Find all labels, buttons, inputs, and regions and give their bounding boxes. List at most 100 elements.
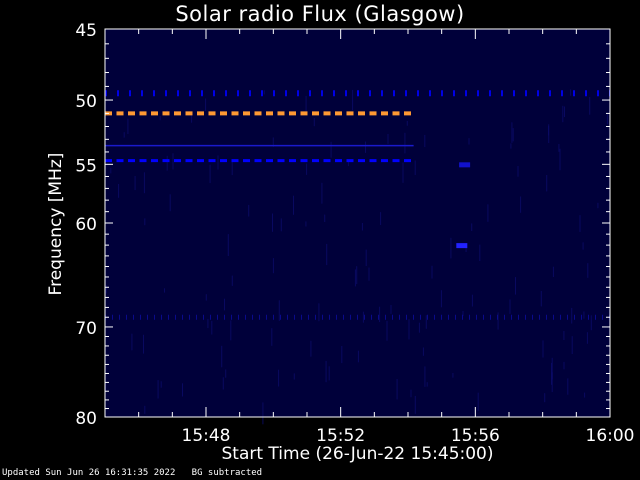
noise-streak [386, 320, 388, 341]
noise-streak [431, 265, 433, 279]
noise-streak [583, 311, 585, 319]
noise-streak [542, 340, 544, 358]
noise-streak [540, 291, 542, 307]
noise-streak [164, 288, 165, 293]
noise-streak [380, 212, 382, 225]
noise-streak [221, 345, 223, 368]
noise-streak [224, 298, 225, 311]
noise-streak [278, 369, 280, 387]
noise-streak [160, 381, 162, 388]
noise-streak [222, 377, 224, 390]
noise-streak [330, 141, 332, 158]
noise-streak [123, 132, 125, 138]
noise-streak [248, 204, 250, 217]
noise-streak [558, 144, 560, 152]
noise-streak [209, 164, 211, 184]
noise-streak [563, 331, 565, 340]
noise-streak [313, 118, 315, 127]
noise-streak [341, 346, 343, 364]
noise-streak [159, 116, 161, 121]
noise-streak [465, 247, 467, 252]
noise-streak [479, 244, 481, 261]
noise-streak [426, 382, 428, 387]
noise-streak [487, 204, 489, 222]
noise-streak [144, 218, 146, 226]
noise-streak [520, 196, 522, 213]
noise-streak [418, 322, 420, 333]
noise-streak [424, 366, 426, 387]
noise-streak [310, 340, 312, 357]
noise-streak [143, 172, 145, 194]
noise-streak [563, 361, 565, 370]
y-tick-label: 70 [75, 319, 97, 339]
noise-streak [118, 184, 120, 198]
noise-streak [410, 389, 412, 398]
noise-streak [293, 373, 295, 380]
noise-streak [404, 132, 406, 154]
noise-streak [562, 105, 564, 123]
noise-streak [157, 380, 159, 399]
noise-streak [471, 294, 473, 307]
x-tick-label: 15:56 [451, 426, 500, 446]
noise-streak [354, 269, 356, 287]
noise-streak [231, 159, 233, 176]
noise-streak [408, 319, 410, 340]
emission-spot-62 [456, 243, 468, 249]
noise-streak [440, 290, 442, 308]
noise-streak [582, 242, 584, 250]
noise-streak [305, 221, 307, 227]
noise-streak [606, 112, 608, 125]
noise-streak [263, 90, 265, 95]
noise-streak [172, 153, 174, 170]
noise-streak [306, 163, 308, 175]
noise-streak [182, 383, 183, 397]
noise-streak [362, 311, 364, 323]
noise-streak [564, 106, 565, 118]
x-axis-label: Start Time (26-Jun-22 15:45:00) [221, 444, 494, 464]
noise-streak [571, 336, 573, 354]
noise-streak [272, 213, 273, 232]
noise-streak [326, 243, 328, 266]
noise-streak [511, 122, 513, 143]
noise-streak [510, 143, 512, 149]
noise-streak [422, 347, 424, 356]
noise-streak [110, 168, 112, 174]
axis-ticks-layer: 45 50 55 60 70 80 15:48 15:52 15:56 16:00 [75, 21, 634, 446]
noise-streak [570, 89, 572, 96]
noise-streak [471, 223, 473, 231]
noise-streak [552, 266, 554, 277]
noise-streak [361, 223, 363, 231]
noise-streak [584, 392, 586, 398]
noise-streak [325, 360, 327, 383]
noise-streak [468, 138, 470, 145]
noise-streak [191, 113, 193, 123]
noise-streak [144, 405, 146, 414]
noise-streak [230, 320, 232, 341]
noise-streak [579, 215, 581, 232]
x-tick-label: 15:52 [316, 426, 365, 446]
noise-streak [169, 194, 171, 212]
noise-streak [546, 175, 548, 192]
noise-streak [425, 315, 427, 329]
noise-streak [414, 160, 416, 175]
x-tick-label: 16:00 [586, 426, 635, 446]
noise-streak [497, 312, 499, 330]
noise-streak [328, 366, 330, 381]
noise-streak [387, 134, 389, 144]
y-axis-label: Frequency [MHz] [46, 152, 66, 296]
noise-streak [450, 237, 452, 259]
noise-streak [452, 373, 454, 378]
noise-streak [396, 379, 398, 400]
noise-streak [424, 134, 426, 148]
noise-streak [227, 234, 229, 256]
noise-streak [262, 402, 264, 425]
noise-streak [544, 393, 546, 403]
noise-streak [272, 137, 274, 147]
y-tick-label: 55 [75, 156, 97, 176]
plot-area-background [105, 29, 610, 417]
noise-streak [225, 369, 227, 378]
noise-streak [318, 303, 320, 322]
noise-streak [587, 263, 589, 278]
noise-streak [321, 182, 323, 204]
